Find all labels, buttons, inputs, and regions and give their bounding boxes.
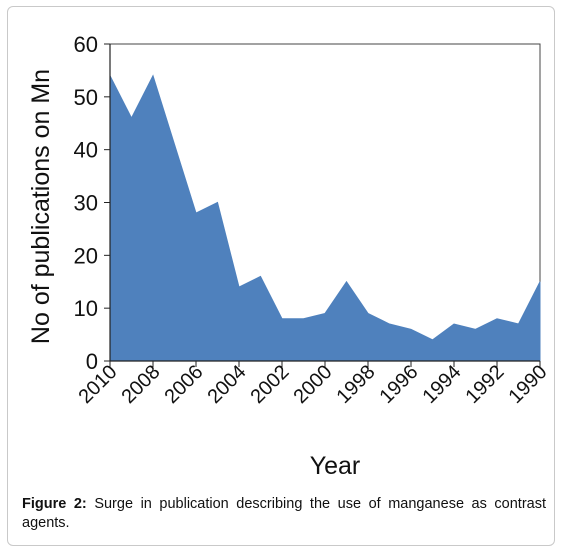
caption-text: Surge in publication describing the use … xyxy=(22,496,547,531)
y-tick-label: 40 xyxy=(74,138,98,163)
y-tick-label: 10 xyxy=(74,296,98,321)
plot-area: 0102030405060201020082006200420022000199… xyxy=(27,32,552,480)
x-tick-label: 2008 xyxy=(118,361,165,408)
figure-caption: Figure 2: Surge in publication describin… xyxy=(22,495,546,533)
y-tick-label: 0 xyxy=(86,349,98,374)
x-tick-label: 2006 xyxy=(161,361,208,408)
x-axis-title: Year xyxy=(310,452,361,480)
y-tick-label: 20 xyxy=(74,243,98,268)
x-tick-label: 1992 xyxy=(462,361,509,408)
area-chart: 0102030405060201020082006200420022000199… xyxy=(27,32,552,480)
y-tick-label: 50 xyxy=(74,85,98,110)
x-tick-label: 1996 xyxy=(376,361,423,408)
figure-frame xyxy=(7,6,555,546)
y-axis-title: No of publications on Mn xyxy=(27,69,55,344)
x-tick-label: 2000 xyxy=(290,361,337,408)
series-area xyxy=(109,74,541,362)
x-tick-label: 1990 xyxy=(505,361,552,408)
y-tick-label: 30 xyxy=(74,191,98,216)
y-tick-label: 60 xyxy=(74,32,98,57)
x-tick-label: 2010 xyxy=(75,361,122,408)
caption-label: Figure 2: xyxy=(22,496,87,512)
x-tick-label: 2004 xyxy=(204,361,251,408)
x-tick-label: 2002 xyxy=(247,361,294,408)
x-tick-label: 1994 xyxy=(419,361,466,408)
x-tick-label: 1998 xyxy=(333,361,380,408)
